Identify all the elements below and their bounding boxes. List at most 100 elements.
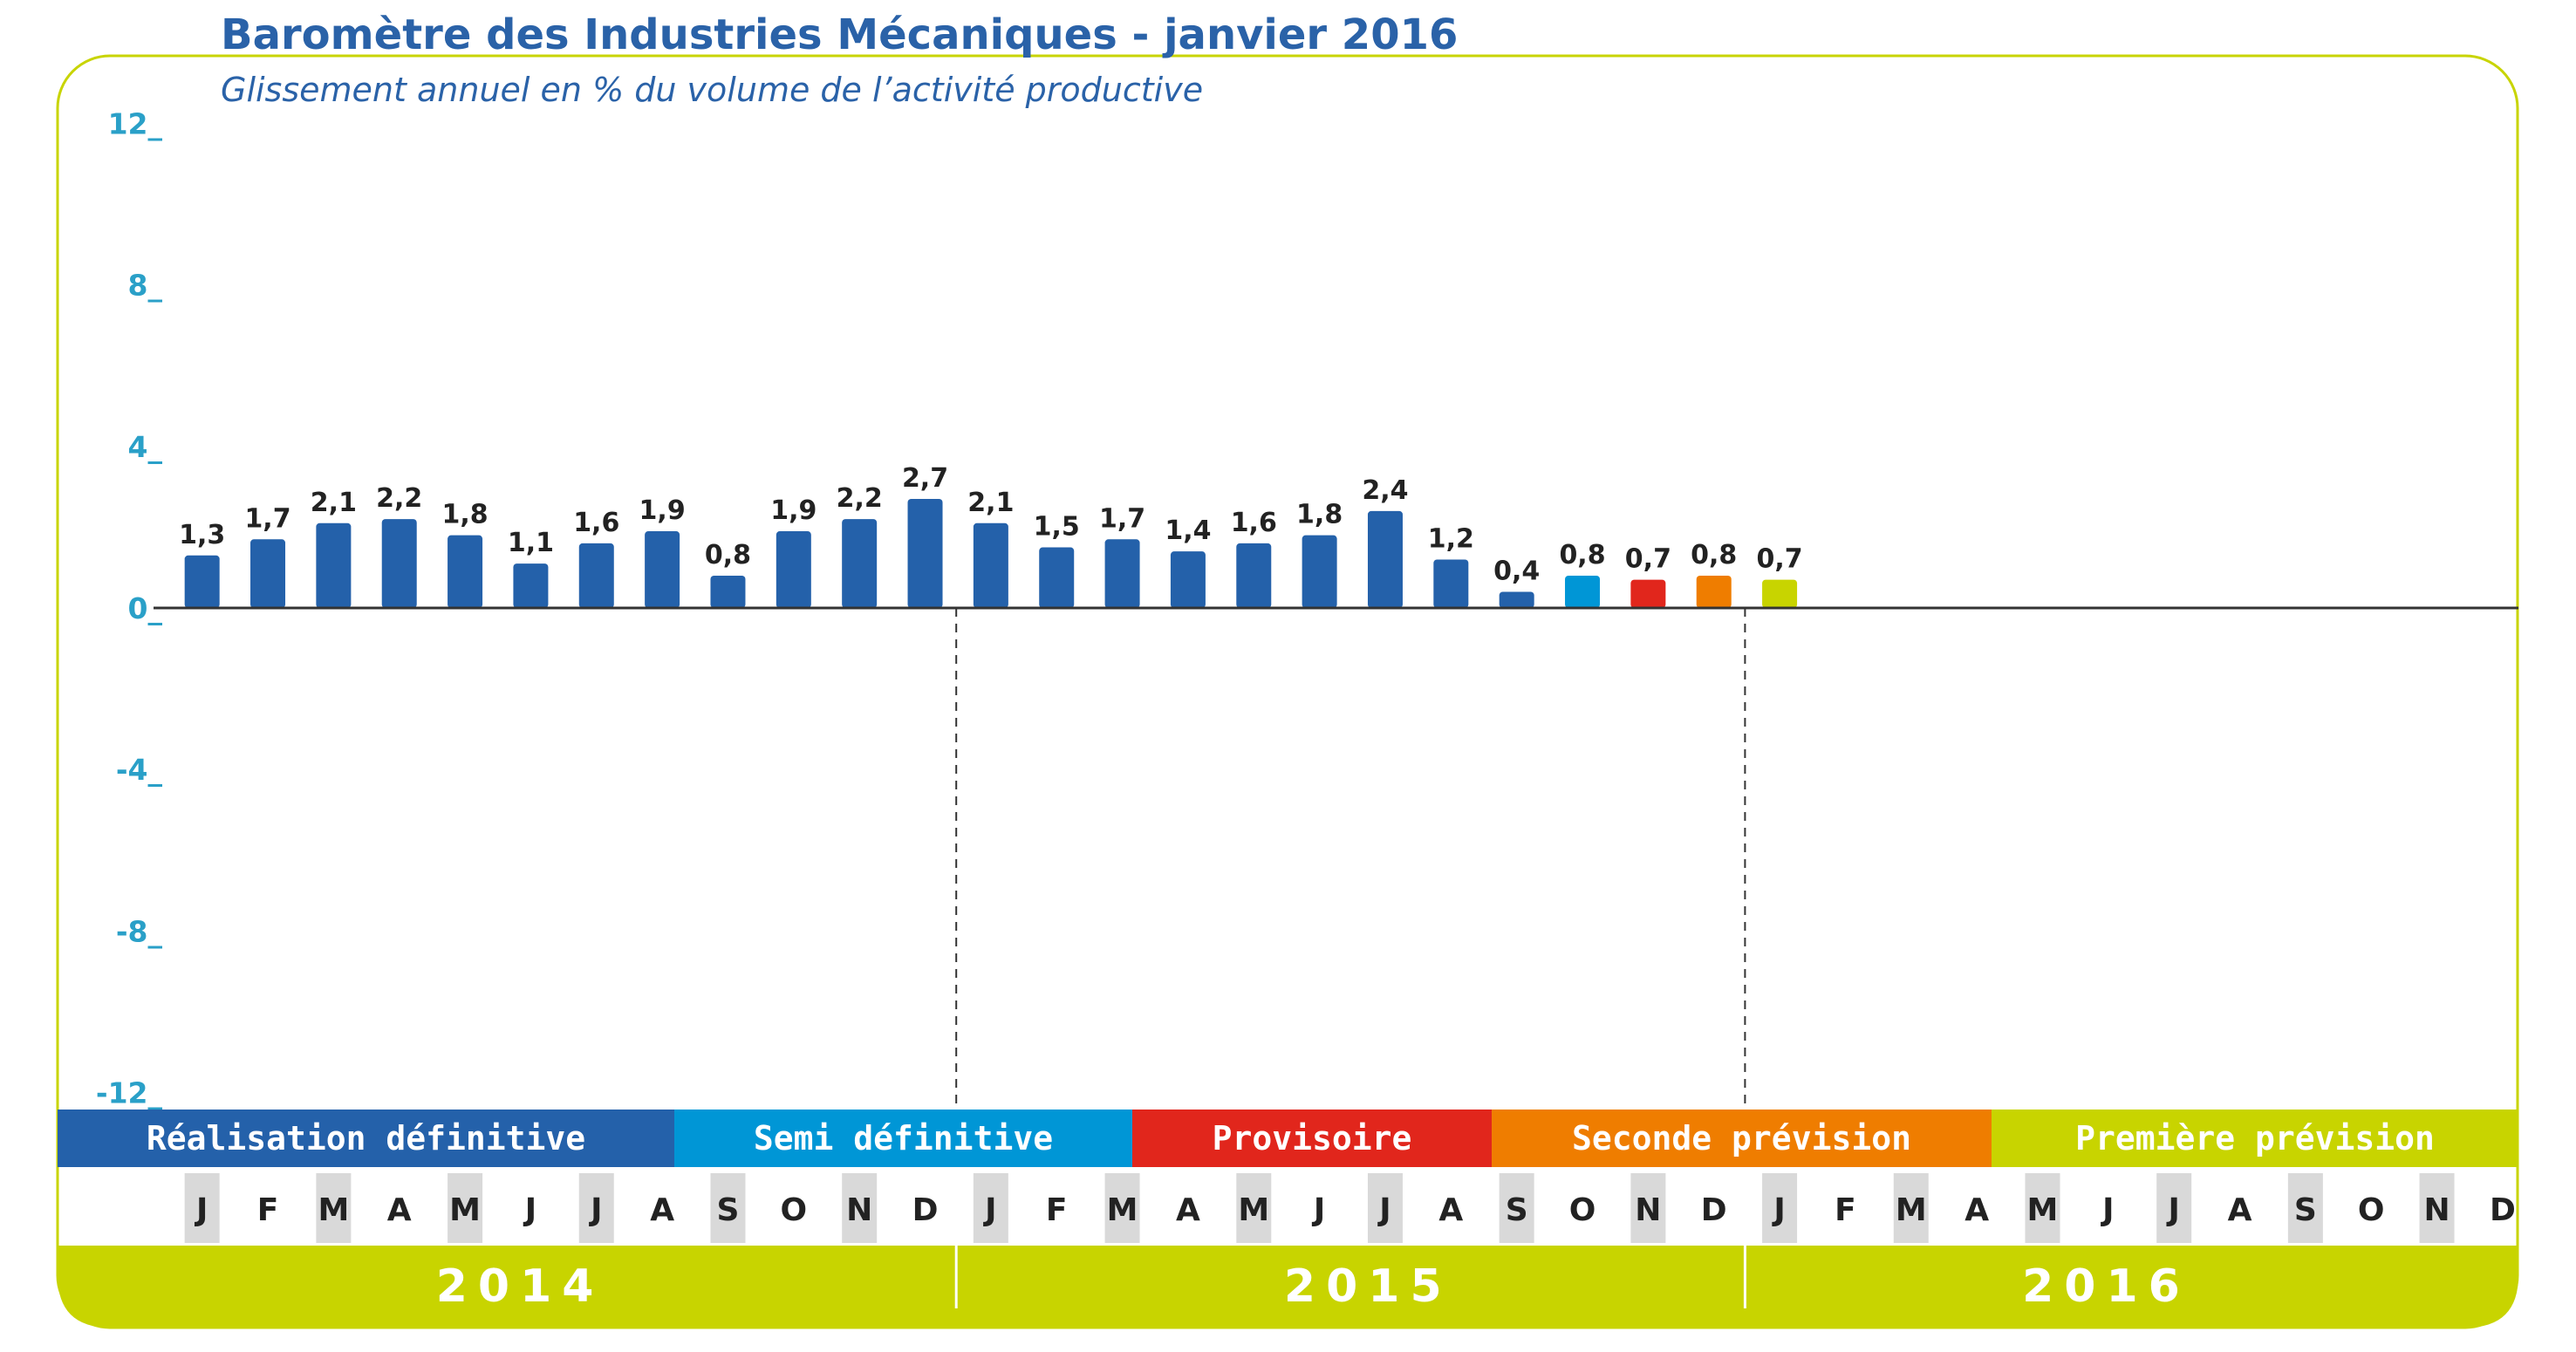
month-label: J: [1771, 1192, 1785, 1228]
month-label: F: [1046, 1192, 1068, 1228]
bar: [710, 575, 746, 608]
phase-segment: [1132, 1110, 1492, 1167]
month-label: N: [1635, 1192, 1661, 1228]
chart-title: Baromètre des Industries Mécaniques - ja…: [221, 10, 1458, 59]
bar-value-label: 1,8: [441, 500, 488, 530]
month-label: N: [846, 1192, 872, 1228]
year-label: 2015: [1284, 1260, 1452, 1313]
month-shade: [2419, 1173, 2455, 1243]
bar-value-label: 0,4: [1493, 556, 1540, 586]
month-label: A: [650, 1192, 674, 1228]
bar: [513, 563, 549, 608]
month-label: N: [2424, 1192, 2450, 1228]
bar: [645, 531, 680, 608]
month-label: A: [1438, 1192, 1463, 1228]
month-shade: [1499, 1173, 1534, 1243]
month-label: D: [912, 1192, 939, 1228]
bar: [1039, 547, 1075, 608]
month-shade: [1630, 1173, 1666, 1243]
month-label: J: [2165, 1192, 2179, 1228]
month-label: O: [781, 1192, 808, 1228]
year-label: 2016: [2022, 1260, 2190, 1313]
month-shade: [2287, 1173, 2323, 1243]
bar: [1630, 579, 1666, 608]
phase-segment: [58, 1110, 674, 1167]
data-labels: 1,3 1,7 2,1 2,2 1,8 1,1 1,6 1,9 0,8 1,9 2,2 2,7 2,1 1…: [179, 463, 1803, 586]
month-shade: [1893, 1173, 1929, 1243]
bar-value-label: 2,4: [1362, 475, 1408, 506]
y-tick-label: -8_: [116, 914, 163, 948]
bar: [381, 519, 417, 608]
month-shade: [1762, 1173, 1798, 1243]
month-shade: [973, 1173, 1008, 1243]
bar: [1170, 551, 1206, 608]
month-label: A: [2228, 1192, 2252, 1228]
bar-value-label: 0,8: [1559, 540, 1605, 570]
month-label: M: [449, 1192, 481, 1228]
month-shade: [316, 1173, 352, 1243]
month-shade: [2156, 1173, 2192, 1243]
month-shade: [578, 1173, 614, 1243]
bar-value-label: 1,5: [1034, 512, 1080, 543]
bar: [973, 522, 1008, 608]
bar: [842, 519, 878, 608]
month-shade: [448, 1173, 483, 1243]
bar-value-label: 2,1: [311, 488, 357, 518]
year-band: 2014 2015 2016: [58, 1246, 2518, 1328]
month-label: J: [1311, 1192, 1325, 1228]
bar-value-label: 0,8: [1691, 540, 1737, 570]
bar-value-label: 2,2: [376, 483, 422, 514]
bar-value-label: 1,7: [244, 503, 290, 534]
phase-segment: [1492, 1110, 1992, 1167]
bar: [1696, 575, 1732, 608]
bar: [448, 535, 483, 608]
bar-value-label: 1,6: [1231, 508, 1277, 538]
y-tick-label: -12_: [96, 1076, 163, 1110]
bar-value-label: 1,8: [1296, 500, 1343, 530]
month-label: A: [387, 1192, 412, 1228]
year-label: 2014: [436, 1260, 605, 1313]
month-shade: [1104, 1173, 1140, 1243]
bar: [1499, 591, 1534, 608]
bar: [1302, 535, 1337, 608]
bar: [907, 498, 943, 608]
month-label: M: [318, 1192, 349, 1228]
bar-value-label: 1,9: [639, 495, 686, 526]
month-shade: [1236, 1173, 1272, 1243]
month-label: J: [982, 1192, 996, 1228]
month-label: J: [194, 1192, 208, 1228]
month-label: J: [523, 1192, 536, 1228]
month-label: M: [2027, 1192, 2059, 1228]
month-label: D: [1701, 1192, 1727, 1228]
month-label: S: [2294, 1192, 2317, 1228]
month-label: A: [1964, 1192, 1989, 1228]
bar-value-label: 1,1: [508, 528, 554, 558]
month-label: F: [257, 1192, 279, 1228]
bar-value-label: 2,2: [837, 483, 883, 514]
month-label: J: [1377, 1192, 1390, 1228]
bar-series: [184, 498, 1798, 608]
month-label: M: [1107, 1192, 1138, 1228]
bar-value-label: 2,7: [902, 463, 948, 494]
phase-label: Réalisation définitive: [147, 1119, 585, 1157]
bar: [1104, 539, 1140, 608]
y-axis-ticks: 12_8_4_0_-4_-8_-12_: [96, 106, 163, 1110]
bar-value-label: 0,7: [1625, 544, 1671, 575]
chart-subtitle: Glissement annuel en % du volume de l’ac…: [221, 71, 1203, 109]
y-tick-label: -4_: [116, 753, 163, 787]
bar: [1762, 579, 1798, 608]
bar: [1565, 575, 1601, 608]
phase-label: Seconde prévision: [1572, 1119, 1911, 1157]
bar-value-label: 2,1: [967, 488, 1014, 518]
month-shade: [710, 1173, 746, 1243]
phase-band: Réalisation définitive Semi définitive Pro…: [58, 1110, 2518, 1167]
month-shade: [842, 1173, 878, 1243]
bar-value-label: 1,4: [1165, 516, 1211, 546]
month-label: M: [1896, 1192, 1927, 1228]
month-label: S: [717, 1192, 740, 1228]
month-label: A: [1176, 1192, 1200, 1228]
bar: [184, 555, 220, 608]
bar: [1236, 543, 1272, 608]
